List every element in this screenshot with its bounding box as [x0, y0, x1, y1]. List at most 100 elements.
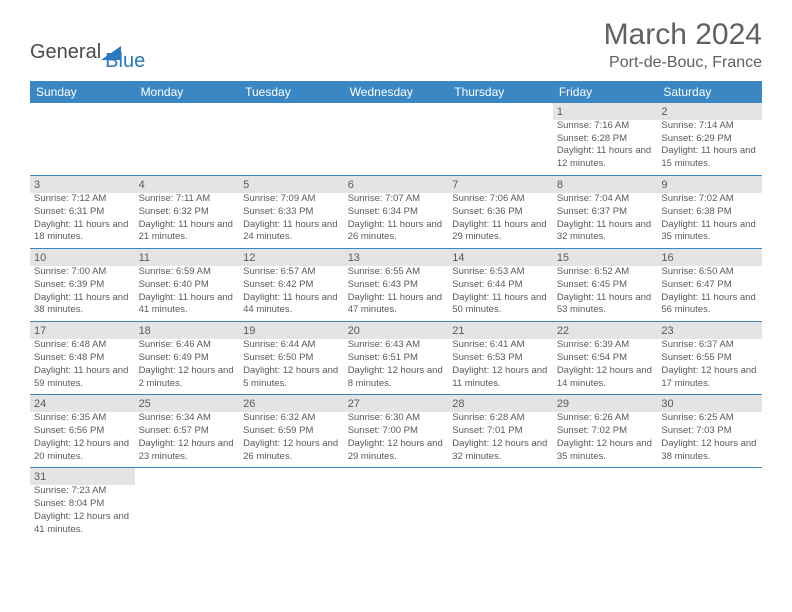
daylight-text: Daylight: 11 hours and 35 minutes.: [661, 219, 758, 245]
sunset-text: Sunset: 6:49 PM: [139, 352, 236, 365]
sunrise-text: Sunrise: 6:30 AM: [348, 412, 445, 425]
sunrise-text: Sunrise: 7:12 AM: [34, 193, 131, 206]
sunrise-text: Sunrise: 6:28 AM: [452, 412, 549, 425]
day-number-cell: [239, 103, 344, 120]
day-number-cell: 2: [657, 103, 762, 120]
daylight-text: Daylight: 12 hours and 35 minutes.: [557, 438, 654, 464]
sunrise-text: Sunrise: 6:43 AM: [348, 339, 445, 352]
day-info-row: Sunrise: 7:16 AMSunset: 6:28 PMDaylight:…: [30, 120, 762, 176]
sunset-text: Sunset: 6:54 PM: [557, 352, 654, 365]
day-info-cell: Sunrise: 6:39 AMSunset: 6:54 PMDaylight:…: [553, 339, 658, 395]
sunset-text: Sunset: 7:02 PM: [557, 425, 654, 438]
day-number-cell: [239, 468, 344, 485]
day-info-cell: Sunrise: 6:43 AMSunset: 6:51 PMDaylight:…: [344, 339, 449, 395]
day-info-cell: Sunrise: 6:26 AMSunset: 7:02 PMDaylight:…: [553, 412, 658, 468]
sunset-text: Sunset: 6:55 PM: [661, 352, 758, 365]
day-number-cell: 29: [553, 395, 658, 412]
sunrise-text: Sunrise: 6:59 AM: [139, 266, 236, 279]
day-number-cell: 7: [448, 176, 553, 193]
daylight-text: Daylight: 11 hours and 18 minutes.: [34, 219, 131, 245]
sunrise-text: Sunrise: 6:46 AM: [139, 339, 236, 352]
day-number-row: 31: [30, 468, 762, 485]
logo-text-blue: Blue: [105, 50, 145, 73]
weekday-thu: Thursday: [448, 81, 553, 103]
day-number-cell: 6: [344, 176, 449, 193]
daylight-text: Daylight: 11 hours and 44 minutes.: [243, 292, 340, 318]
sunset-text: Sunset: 6:59 PM: [243, 425, 340, 438]
sunrise-text: Sunrise: 7:02 AM: [661, 193, 758, 206]
sunset-text: Sunset: 6:40 PM: [139, 279, 236, 292]
daylight-text: Daylight: 12 hours and 26 minutes.: [243, 438, 340, 464]
sunset-text: Sunset: 6:47 PM: [661, 279, 758, 292]
day-number-cell: [448, 468, 553, 485]
sunset-text: Sunset: 6:36 PM: [452, 206, 549, 219]
day-info-cell: [344, 485, 449, 540]
daylight-text: Daylight: 12 hours and 17 minutes.: [661, 365, 758, 391]
sunset-text: Sunset: 6:29 PM: [661, 133, 758, 146]
day-number-cell: 28: [448, 395, 553, 412]
location-label: Port-de-Bouc, France: [604, 54, 762, 72]
sunset-text: Sunset: 6:38 PM: [661, 206, 758, 219]
day-info-cell: [657, 485, 762, 540]
day-number-cell: 8: [553, 176, 658, 193]
sunset-text: Sunset: 6:43 PM: [348, 279, 445, 292]
day-info-cell: Sunrise: 6:41 AMSunset: 6:53 PMDaylight:…: [448, 339, 553, 395]
weekday-sat: Saturday: [657, 81, 762, 103]
day-number-cell: 9: [657, 176, 762, 193]
day-number-cell: [448, 103, 553, 120]
day-info-cell: Sunrise: 7:00 AMSunset: 6:39 PMDaylight:…: [30, 266, 135, 322]
day-info-row: Sunrise: 6:35 AMSunset: 6:56 PMDaylight:…: [30, 412, 762, 468]
day-info-row: Sunrise: 6:48 AMSunset: 6:48 PMDaylight:…: [30, 339, 762, 395]
sunset-text: Sunset: 6:44 PM: [452, 279, 549, 292]
day-info-cell: [239, 120, 344, 176]
day-info-cell: Sunrise: 7:02 AMSunset: 6:38 PMDaylight:…: [657, 193, 762, 249]
title-block: March 2024 Port-de-Bouc, France: [604, 18, 762, 72]
calendar-table: Sunday Monday Tuesday Wednesday Thursday…: [30, 81, 762, 541]
day-number-cell: 12: [239, 249, 344, 266]
day-info-row: Sunrise: 7:23 AMSunset: 8:04 PMDaylight:…: [30, 485, 762, 540]
day-number-cell: [344, 468, 449, 485]
sunset-text: Sunset: 6:31 PM: [34, 206, 131, 219]
day-info-cell: Sunrise: 6:25 AMSunset: 7:03 PMDaylight:…: [657, 412, 762, 468]
sunrise-text: Sunrise: 7:11 AM: [139, 193, 236, 206]
day-number-cell: [344, 103, 449, 120]
sunset-text: Sunset: 6:45 PM: [557, 279, 654, 292]
daylight-text: Daylight: 11 hours and 26 minutes.: [348, 219, 445, 245]
sunrise-text: Sunrise: 6:53 AM: [452, 266, 549, 279]
day-number-row: 10111213141516: [30, 249, 762, 266]
sunrise-text: Sunrise: 6:57 AM: [243, 266, 340, 279]
day-number-cell: 16: [657, 249, 762, 266]
daylight-text: Daylight: 12 hours and 2 minutes.: [139, 365, 236, 391]
day-info-cell: Sunrise: 6:53 AMSunset: 6:44 PMDaylight:…: [448, 266, 553, 322]
sunrise-text: Sunrise: 6:25 AM: [661, 412, 758, 425]
weekday-header-row: Sunday Monday Tuesday Wednesday Thursday…: [30, 81, 762, 103]
day-number-cell: 27: [344, 395, 449, 412]
daylight-text: Daylight: 11 hours and 32 minutes.: [557, 219, 654, 245]
day-number-cell: 23: [657, 322, 762, 339]
daylight-text: Daylight: 12 hours and 8 minutes.: [348, 365, 445, 391]
sunrise-text: Sunrise: 6:48 AM: [34, 339, 131, 352]
weekday-mon: Monday: [135, 81, 240, 103]
day-number-cell: 31: [30, 468, 135, 485]
day-number-cell: [135, 103, 240, 120]
day-number-row: 3456789: [30, 176, 762, 193]
day-info-cell: [553, 485, 658, 540]
day-info-cell: [30, 120, 135, 176]
sunrise-text: Sunrise: 6:55 AM: [348, 266, 445, 279]
weekday-sun: Sunday: [30, 81, 135, 103]
day-number-cell: 11: [135, 249, 240, 266]
day-info-row: Sunrise: 7:12 AMSunset: 6:31 PMDaylight:…: [30, 193, 762, 249]
header: General Blue March 2024 Port-de-Bouc, Fr…: [0, 0, 792, 81]
day-info-cell: Sunrise: 7:04 AMSunset: 6:37 PMDaylight:…: [553, 193, 658, 249]
day-info-cell: Sunrise: 6:48 AMSunset: 6:48 PMDaylight:…: [30, 339, 135, 395]
sunrise-text: Sunrise: 7:16 AM: [557, 120, 654, 133]
day-number-cell: 10: [30, 249, 135, 266]
day-info-cell: [448, 120, 553, 176]
day-info-cell: Sunrise: 6:52 AMSunset: 6:45 PMDaylight:…: [553, 266, 658, 322]
sunrise-text: Sunrise: 6:44 AM: [243, 339, 340, 352]
day-number-cell: 30: [657, 395, 762, 412]
day-number-cell: [135, 468, 240, 485]
day-info-cell: Sunrise: 6:34 AMSunset: 6:57 PMDaylight:…: [135, 412, 240, 468]
day-number-cell: 14: [448, 249, 553, 266]
day-info-cell: Sunrise: 6:28 AMSunset: 7:01 PMDaylight:…: [448, 412, 553, 468]
